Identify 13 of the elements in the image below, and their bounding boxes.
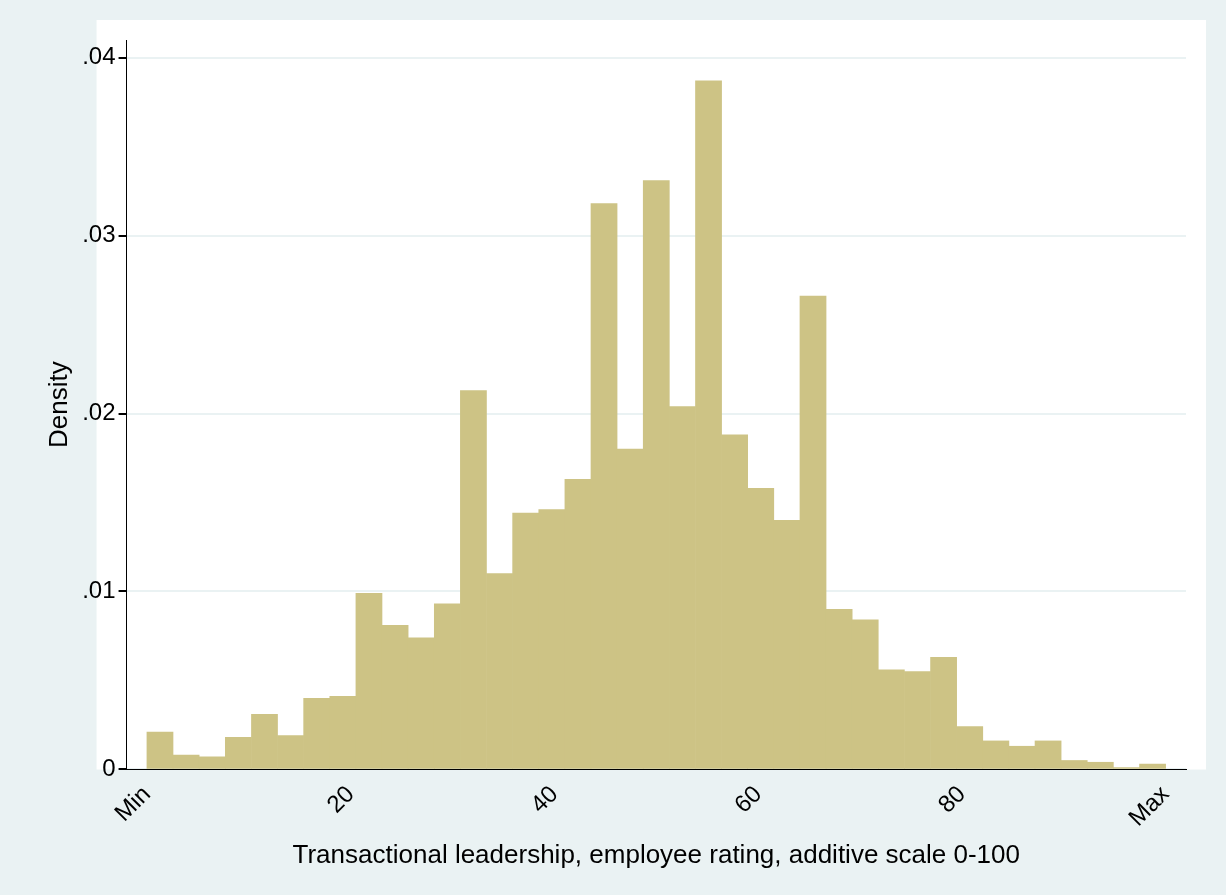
y-tick-label: .03 bbox=[82, 220, 116, 248]
x-tick-label: 80 bbox=[932, 779, 971, 818]
x-axis-title: Transactional leadership, employee rating, additive scale 0-100 bbox=[292, 838, 1021, 869]
x-tick-label: Max bbox=[1122, 779, 1174, 831]
y-tick-label: 0 bbox=[102, 754, 116, 781]
y-tick-label: .01 bbox=[82, 576, 116, 604]
y-axis-title: Density bbox=[42, 361, 73, 449]
x-tick-label: 60 bbox=[728, 779, 767, 818]
x-tick-label: 20 bbox=[320, 779, 359, 818]
y-tick-label: .04 bbox=[82, 42, 116, 70]
x-tick-label: 40 bbox=[524, 779, 563, 818]
y-tick-label: .02 bbox=[82, 398, 116, 426]
x-tick-label: Min bbox=[108, 779, 156, 827]
